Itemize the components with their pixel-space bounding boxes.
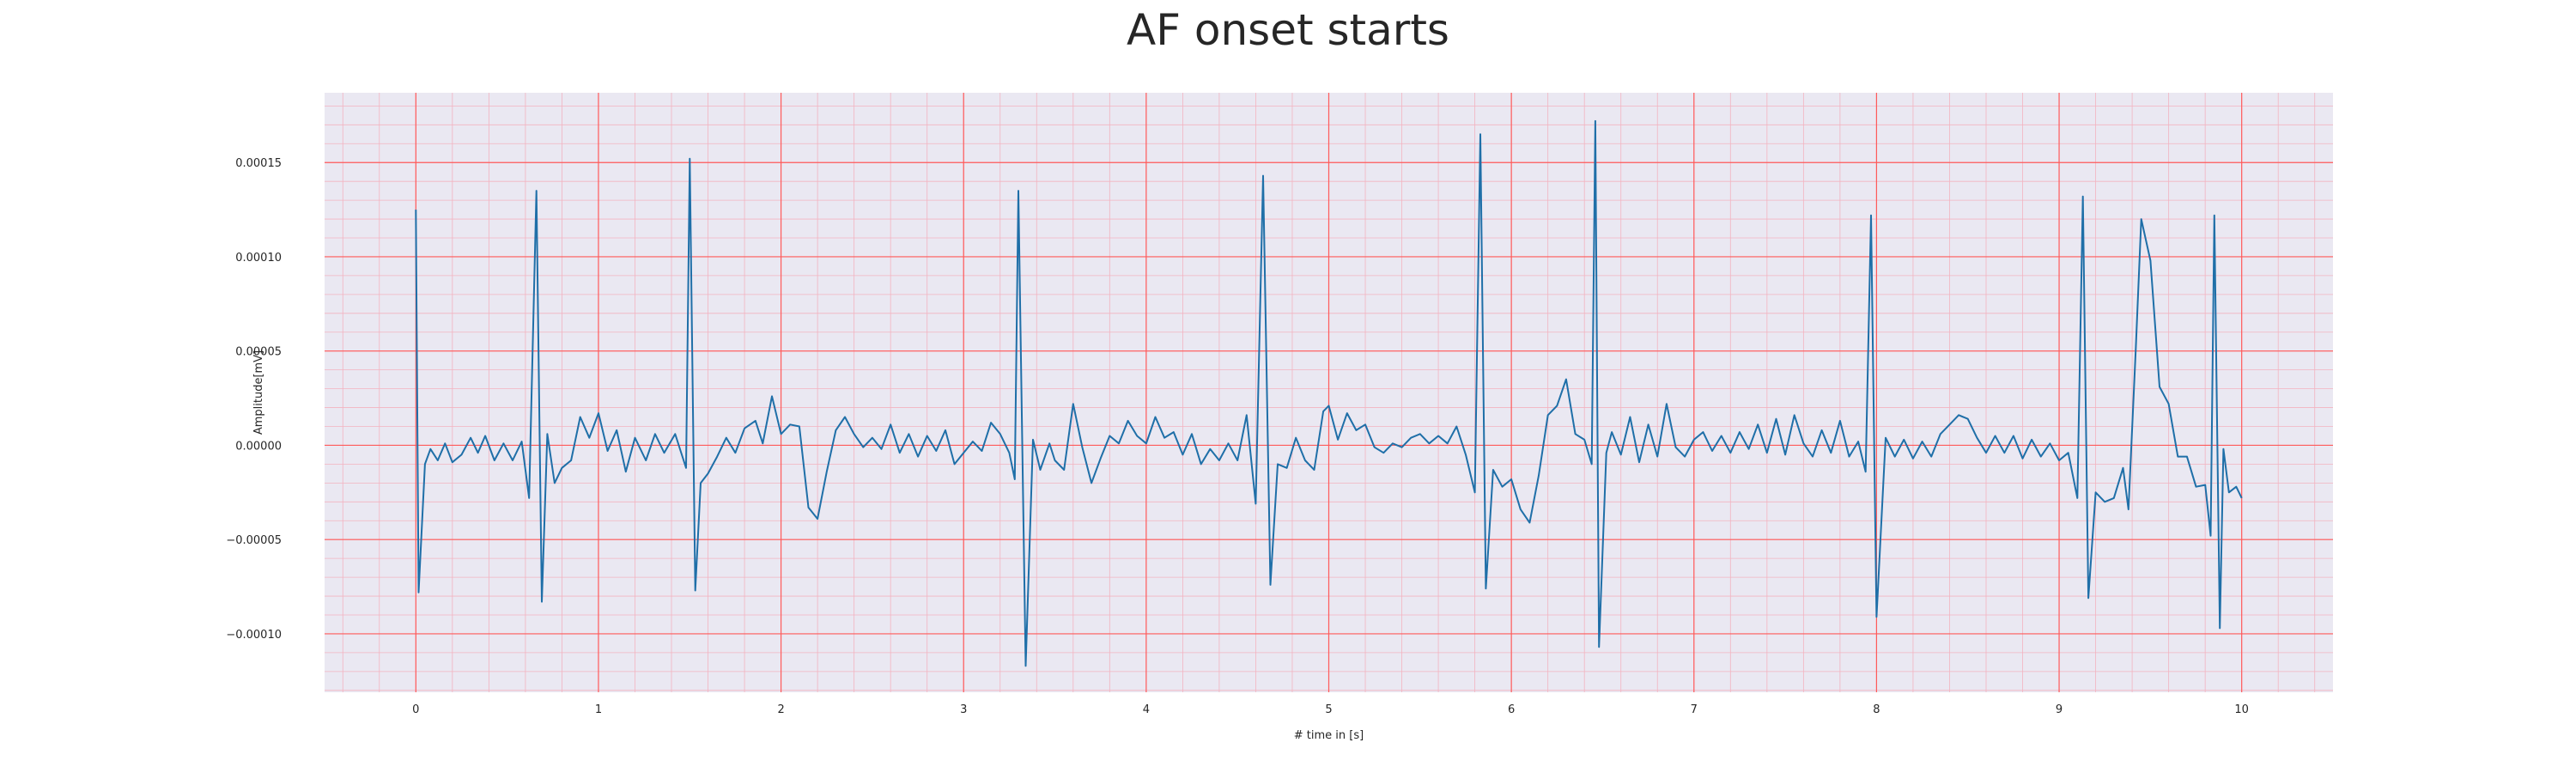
x-axis-ticks: 0 1 2 3 4 5 6 7 8 9 10 [412,703,2249,716]
x-tick-label: 5 [1325,703,1332,716]
x-tick-label: 3 [960,703,967,716]
y-tick-label: 0.00010 [235,252,282,265]
x-tick-label: 9 [2056,703,2063,716]
major-grid [325,93,2333,692]
ecg-trace [415,119,2243,667]
x-tick-label: 6 [1508,703,1515,716]
y-axis-ticks: −0.00010 −0.00005 0.00000 0.00005 0.00010 0.0… [226,157,282,642]
y-tick-label: 0.00000 [235,440,282,453]
y-axis-label: Amplitude[mV] [252,350,265,435]
x-tick-label: 10 [2234,703,2249,716]
x-tick-label: 0 [412,703,419,716]
x-tick-label: 7 [1691,703,1698,716]
x-tick-label: 4 [1143,703,1150,716]
y-tick-label: 0.00005 [235,346,282,359]
x-axis-label: # time in [s] [1294,729,1364,742]
x-tick-label: 2 [777,703,784,716]
x-tick-label: 1 [595,703,602,716]
y-tick-label: −0.00010 [226,629,282,642]
series-layer [415,119,2243,667]
x-tick-label: 8 [1873,703,1880,716]
chart-title: AF onset starts [1127,5,1449,55]
y-tick-label: −0.00005 [226,534,282,547]
y-tick-label: 0.00015 [235,157,282,170]
